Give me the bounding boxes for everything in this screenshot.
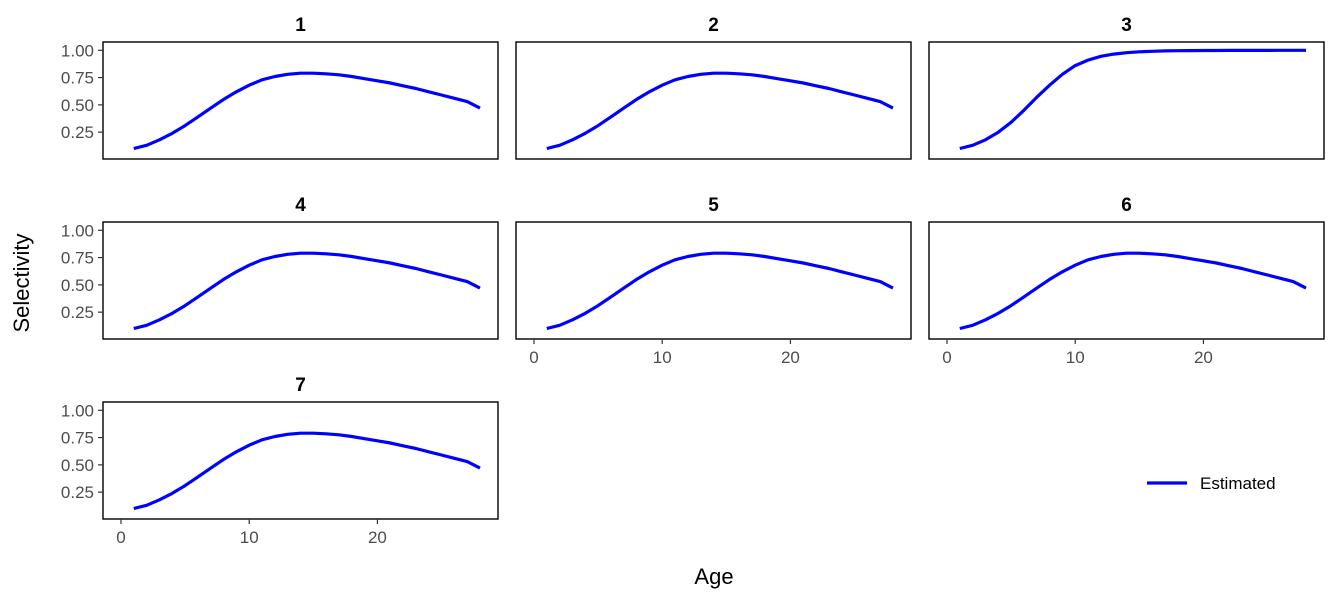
facet-title: 6	[1121, 195, 1132, 216]
x-tick-label: 0	[116, 528, 125, 547]
x-tick-label: 20	[368, 528, 387, 547]
x-tick-label: 0	[942, 348, 951, 367]
panel-border	[102, 221, 499, 340]
x-tick-label: 20	[1194, 348, 1213, 367]
y-tick-label: 0.25	[61, 123, 94, 142]
facet-title: 2	[708, 15, 719, 36]
facet-panel-2: 2	[515, 15, 912, 160]
legend-label: Estimated	[1200, 474, 1276, 493]
y-tick-label: 0.25	[61, 303, 94, 322]
x-tick-label: 20	[781, 348, 800, 367]
facet-panel-4: 4 0.25 0.50 0.75 1.00	[61, 195, 499, 340]
y-tick-label: 1.00	[61, 221, 94, 240]
series-line-estimated	[133, 251, 481, 331]
x-tick-label: 10	[653, 348, 672, 367]
y-axis-title: Selectivity	[9, 233, 34, 332]
facet-panel-5: 5 0 10 20	[515, 195, 912, 367]
series-line-estimated	[133, 431, 481, 511]
panel-border	[928, 41, 1325, 160]
y-tick-label: 0.75	[61, 69, 94, 88]
facet-title: 3	[1121, 15, 1132, 36]
series-line-estimated	[959, 48, 1306, 151]
series-line-estimated	[546, 71, 894, 151]
facet-panel-3: 3	[928, 15, 1325, 160]
series-line-estimated	[546, 251, 894, 331]
facet-title: 1	[295, 15, 306, 36]
y-tick-label: 1.00	[61, 41, 94, 60]
facet-title: 7	[295, 375, 306, 396]
panel-border	[102, 41, 499, 160]
facet-panel-7: 7 0.25 0.50 0.75 1.00 0 10 20	[61, 375, 499, 547]
y-tick-label: 0.25	[61, 483, 94, 502]
legend: Estimated	[1147, 474, 1276, 493]
y-tick-label: 0.50	[61, 276, 94, 295]
x-tick-label: 10	[240, 528, 259, 547]
y-tick-label: 0.50	[61, 96, 94, 115]
facet-title: 4	[295, 195, 306, 216]
series-line-estimated	[959, 251, 1307, 331]
series-line-estimated	[133, 71, 481, 151]
y-tick-label: 0.50	[61, 456, 94, 475]
y-tick-label: 0.75	[61, 429, 94, 448]
facet-title: 5	[708, 195, 719, 216]
panel-border	[928, 221, 1325, 340]
y-tick-label: 1.00	[61, 401, 94, 420]
panel-border	[102, 401, 499, 520]
x-tick-label: 0	[529, 348, 538, 367]
y-tick-label: 0.75	[61, 249, 94, 268]
x-axis-title: Age	[694, 564, 733, 589]
x-tick-label: 10	[1066, 348, 1085, 367]
facet-panel-1: 1 0.25 0.50 0.75 1.00	[61, 15, 499, 160]
panel-border	[515, 41, 912, 160]
facet-panels: 1 0.25 0.50 0.75 1.00 2 3 4 0.25 0.50 0.75 1.00 5 0 10…	[61, 15, 1325, 547]
panel-border	[515, 221, 912, 340]
facet-panel-6: 6 0 10 20	[928, 195, 1325, 367]
